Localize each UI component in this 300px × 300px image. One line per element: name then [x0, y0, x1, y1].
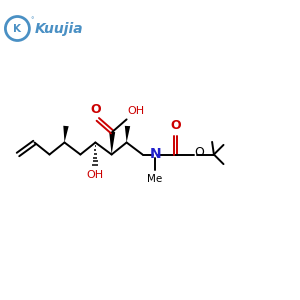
- Text: N: N: [149, 147, 161, 160]
- Polygon shape: [63, 126, 69, 142]
- Text: Kuujia: Kuujia: [35, 22, 83, 35]
- Text: O: O: [170, 119, 181, 132]
- Text: Me: Me: [148, 174, 163, 184]
- Polygon shape: [109, 132, 115, 154]
- Text: O: O: [90, 103, 101, 116]
- Text: OH: OH: [87, 170, 104, 180]
- Text: OH: OH: [128, 106, 145, 116]
- Text: K: K: [14, 23, 21, 34]
- Polygon shape: [125, 126, 130, 142]
- Text: O: O: [194, 146, 204, 159]
- Text: °: °: [31, 17, 34, 23]
